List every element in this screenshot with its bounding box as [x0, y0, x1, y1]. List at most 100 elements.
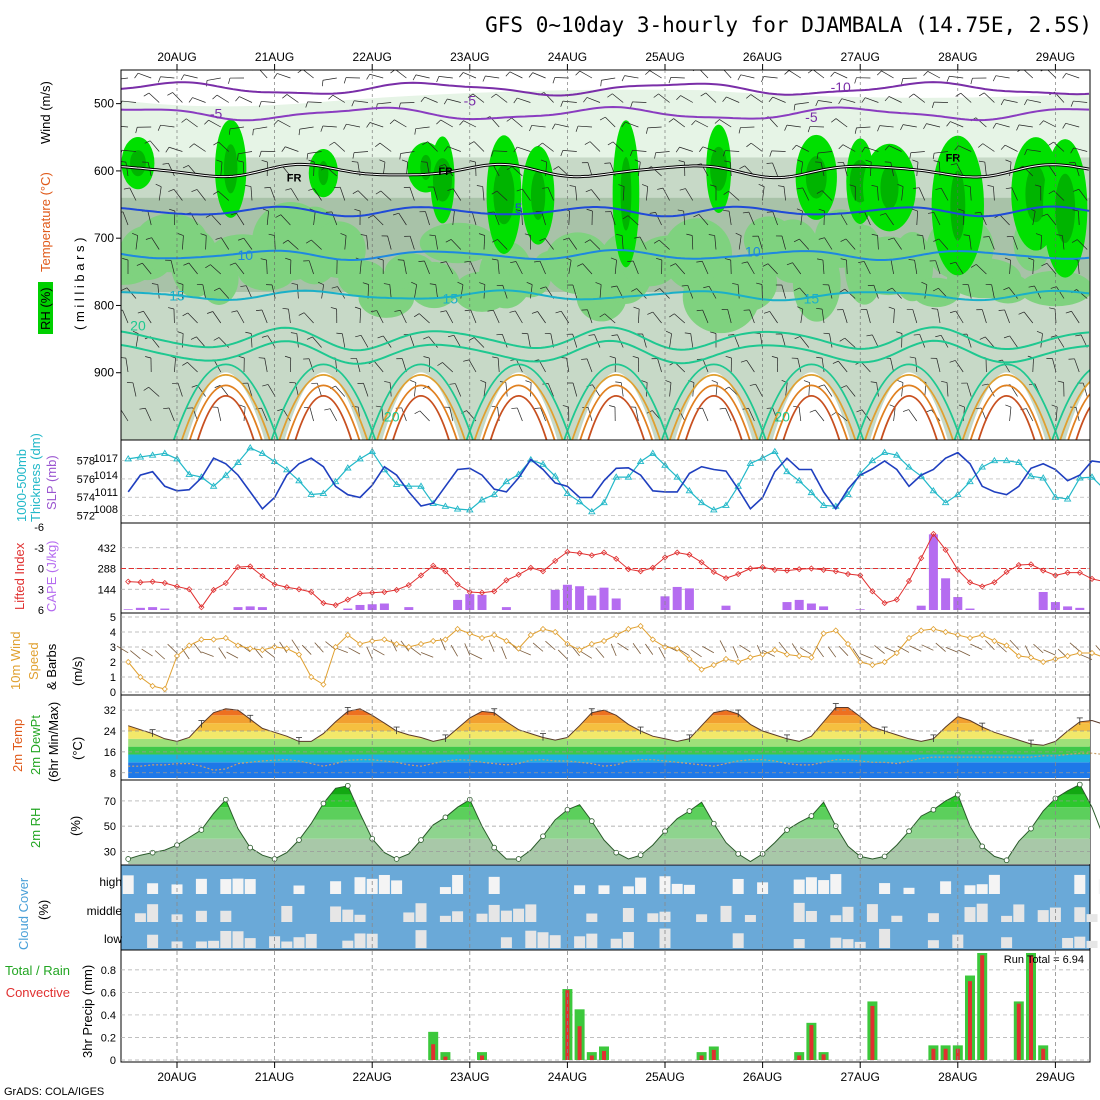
- thickness-marker: [612, 473, 620, 480]
- wind-barb: [537, 311, 546, 324]
- wind-barb-flag: [797, 306, 803, 310]
- cape-bar: [1063, 606, 1073, 610]
- li-tick--6: -6: [34, 522, 44, 534]
- wind-barb: [669, 382, 672, 397]
- precip-convective-bar: [711, 1049, 716, 1060]
- wind-barb: [670, 77, 685, 79]
- li-marker: [430, 562, 437, 569]
- wind-barb: [845, 238, 856, 250]
- wind-speed-marker: [125, 658, 132, 666]
- wind-barb-flag: [879, 213, 886, 216]
- cloud-cell: [281, 941, 293, 948]
- wind-barb: [307, 151, 322, 154]
- wind-barb-flag: [632, 356, 639, 359]
- warm-contour: [270, 363, 377, 440]
- wind-barb-flag: [797, 159, 803, 163]
- wind-speed-marker: [552, 628, 559, 636]
- cloud-cell: [244, 879, 256, 894]
- cloud-cell: [842, 906, 854, 922]
- thickness-marker: [795, 476, 803, 484]
- wind-barb: [313, 188, 322, 201]
- wind-barb-flag: [913, 334, 920, 336]
- wind-barb: [799, 336, 810, 348]
- wind-barb: [1055, 407, 1058, 422]
- wind-barb: [1003, 99, 1018, 103]
- wind-speed-marker: [356, 640, 364, 648]
- cloud-cell: [354, 933, 366, 948]
- wind-barb: [968, 284, 972, 299]
- wind-barb-flag: [317, 281, 324, 285]
- cloud-cell: [830, 915, 842, 922]
- cape-bar: [1038, 591, 1048, 610]
- thickness-marker: [453, 505, 462, 512]
- wind10m-label-2: Speed: [26, 642, 41, 680]
- wind-barb: [196, 189, 206, 201]
- thickness-marker: [417, 482, 425, 489]
- dewpoint-line: [128, 752, 1100, 771]
- cape-bar: [501, 607, 511, 610]
- wind-barb: [657, 358, 662, 373]
- li-marker: [454, 581, 461, 588]
- wind-barb: [719, 119, 732, 128]
- wind-barb-flag: [569, 185, 576, 187]
- wind-barb-flag: [684, 332, 691, 334]
- surface-barb: [420, 652, 434, 658]
- wind-barb-flag: [581, 358, 588, 360]
- wind-barb: [799, 287, 810, 299]
- wind-barb-flag: [1075, 334, 1082, 337]
- wind-barb: [415, 126, 430, 130]
- wind-barb-flag: [1070, 147, 1074, 154]
- wind-barb-flag: [401, 159, 408, 163]
- top-date-21AUG: 21AUG: [255, 50, 294, 64]
- wind-barb: [122, 149, 137, 152]
- wind-barb-flag: [696, 309, 703, 312]
- cloud-cell: [500, 910, 512, 922]
- wind-barb-flag: [421, 161, 428, 163]
- wind-barb-flag: [121, 287, 128, 291]
- wind-barb: [259, 70, 268, 79]
- cloud-cell: [220, 879, 232, 894]
- wind-barb: [122, 309, 129, 324]
- wind-barb: [1065, 122, 1080, 128]
- rh-moist-core: [432, 158, 453, 202]
- wind-barb-flag: [978, 92, 985, 97]
- surface-barb: [464, 643, 471, 656]
- wind-speed-marker: [320, 681, 327, 688]
- wind-speed-marker: [295, 651, 303, 658]
- surface-barb: [571, 645, 580, 657]
- cape-bar: [587, 595, 597, 610]
- wind-barb-flag: [719, 407, 726, 410]
- rh2m-marker: [930, 806, 937, 813]
- wind-barb: [893, 407, 896, 422]
- li-marker: [808, 565, 815, 572]
- wind-barb: [409, 236, 415, 250]
- surface-barb: [348, 647, 361, 655]
- wind-barb: [219, 287, 230, 299]
- wind-barb: [183, 74, 198, 79]
- temp-tick-8: 8: [110, 768, 116, 780]
- wind-speed-marker: [820, 630, 827, 637]
- wind-barb-flag: [796, 208, 803, 212]
- wind-barb: [221, 237, 230, 250]
- cloud-cell: [232, 878, 244, 894]
- cloud-cell: [805, 877, 817, 894]
- isotherm-15: [121, 289, 1090, 302]
- slp-tick-1014: 1014: [94, 470, 118, 482]
- wind-speed-marker: [1040, 658, 1047, 666]
- cape-bar: [477, 594, 487, 610]
- wind-barb: [243, 237, 253, 250]
- cape-bar: [367, 604, 377, 610]
- wind-barb: [335, 385, 346, 397]
- thickness-marker: [331, 477, 340, 485]
- cape-bar: [928, 534, 938, 610]
- wind-barb: [955, 261, 964, 275]
- wind-barb: [587, 162, 593, 177]
- wind-barb-flag: [281, 146, 286, 152]
- wind-barb: [908, 409, 918, 422]
- cloud-cell: [415, 903, 427, 922]
- wind-barb-flag: [235, 96, 240, 102]
- wind-barb: [438, 76, 453, 79]
- wind-barb: [864, 146, 879, 152]
- wind-barb: [516, 359, 523, 373]
